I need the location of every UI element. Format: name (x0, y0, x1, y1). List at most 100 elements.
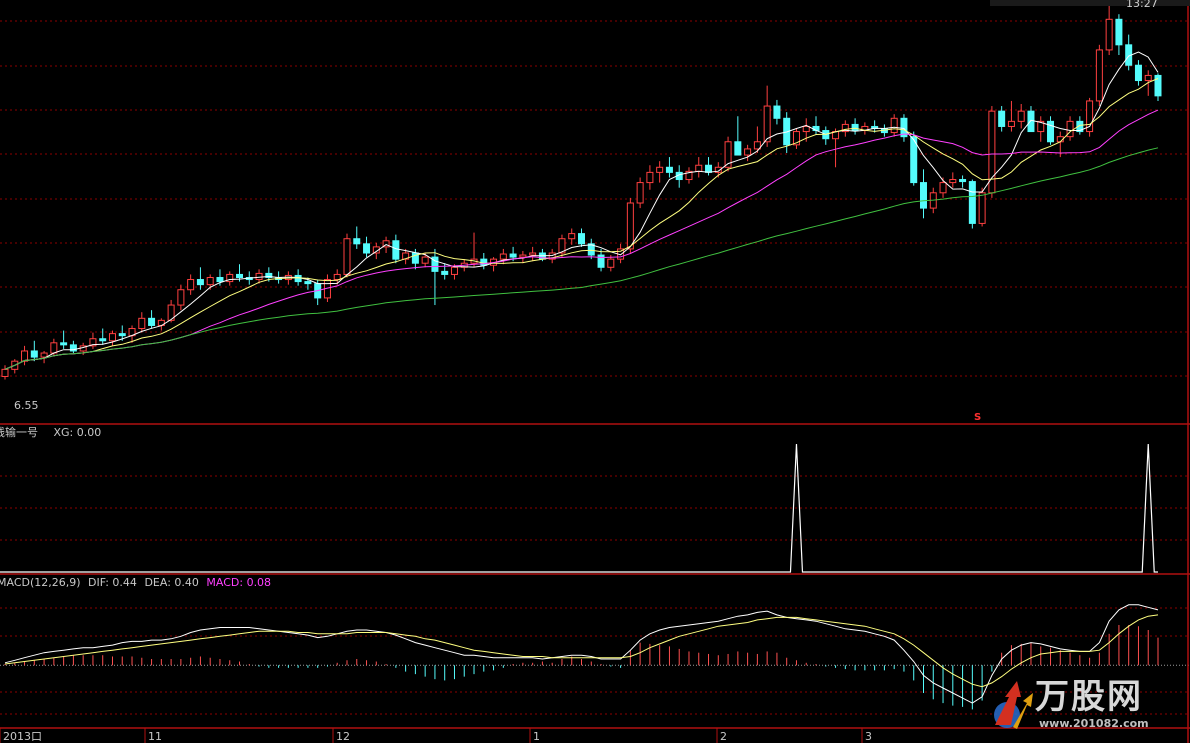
candle-112 (1095, 44, 1103, 107)
ma60-line (4, 147, 1159, 370)
candle-body (304, 281, 312, 285)
candle-body (763, 105, 771, 143)
candle-49 (480, 253, 488, 270)
candle-101 (988, 106, 996, 198)
candlestick-series[interactable] (1, 4, 1162, 380)
candle-18 (177, 284, 185, 311)
candle-109 (1066, 116, 1074, 141)
candle-body (1144, 74, 1152, 82)
candle-103 (1007, 100, 1015, 132)
candle-75 (734, 116, 742, 156)
macd-value: MACD: 0.08 (206, 576, 272, 589)
candle-98 (959, 175, 967, 188)
candle-body (695, 164, 703, 172)
candle-61 (597, 248, 605, 272)
x-label-5: 3 (865, 730, 872, 743)
dea-line (4, 614, 1159, 688)
moving-average-lines (4, 51, 1159, 370)
indicator-panel-title: 钱输一号 XG: 0.00 (0, 426, 101, 439)
candle-body (333, 273, 341, 281)
candle-body (1027, 110, 1035, 133)
candle-body (99, 338, 107, 342)
candle-71 (695, 157, 703, 178)
candle-body (744, 148, 752, 156)
candle-body (196, 279, 204, 286)
candle-body (372, 246, 380, 254)
candle-body (597, 254, 605, 268)
candle-9 (89, 332, 97, 349)
candle-36 (353, 226, 361, 249)
candle-57 (558, 234, 566, 258)
candle-53 (519, 250, 527, 264)
candle-0 (1, 365, 9, 380)
candle-body (607, 258, 615, 268)
candle-body (1017, 110, 1025, 122)
candle-94 (919, 169, 927, 219)
candle-102 (998, 106, 1006, 132)
candle-83 (812, 116, 820, 135)
macd-series (4, 604, 1159, 710)
xg-indicator-series (0, 443, 1158, 573)
candle-99 (968, 179, 976, 229)
candle-65 (636, 177, 644, 209)
candle-body (998, 110, 1006, 127)
candle-59 (578, 228, 585, 247)
candle-67 (656, 161, 664, 183)
x-label-1: 11 (148, 730, 162, 743)
candle-body (138, 317, 146, 330)
candle-body (108, 333, 116, 342)
candle-body (558, 238, 566, 254)
candle-body (529, 252, 537, 256)
candle-64 (626, 197, 634, 254)
dea-value: DEA: 0.40 (144, 576, 199, 589)
macd-panel-title: MACD(12,26,9) DIF: 0.44 DEA: 0.40 MACD: … (0, 576, 271, 589)
candle-58 (568, 228, 576, 245)
candle-body (900, 117, 908, 138)
candle-body (1154, 74, 1162, 97)
watermark-title: 万股网 (1035, 677, 1143, 717)
candle-body (626, 202, 634, 250)
candle-37 (363, 236, 371, 258)
candle-3 (30, 340, 38, 362)
candle-body (69, 344, 77, 352)
candle-body (206, 276, 214, 286)
candle-body (646, 171, 654, 184)
candle-body (939, 182, 947, 194)
candle-body (968, 181, 976, 224)
candle-104 (1017, 104, 1025, 129)
candle-35 (343, 233, 351, 278)
candle-111 (1086, 97, 1094, 137)
candle-20 (196, 267, 204, 290)
candle-body (148, 317, 156, 326)
candle-body (441, 270, 449, 275)
clock-label: 13:27 (1126, 0, 1158, 10)
watermark-logo-icon (994, 681, 1033, 729)
candle-body (1066, 120, 1074, 138)
candle-body (705, 164, 713, 173)
candle-body (1115, 18, 1123, 46)
candle-body (1, 368, 9, 377)
candle-body (1086, 100, 1094, 133)
candle-97 (949, 172, 957, 188)
candle-body (890, 117, 898, 134)
candle-body (50, 342, 58, 354)
candle-body (519, 254, 527, 258)
x-label-0: 2013口 (3, 730, 42, 743)
candle-body (753, 141, 761, 150)
candle-79 (773, 99, 781, 125)
signal-mark: S (974, 412, 982, 423)
x-label-3: 1 (533, 730, 540, 743)
candle-114 (1115, 14, 1123, 56)
x-label-4: 2 (720, 730, 727, 743)
candle-6 (60, 330, 68, 349)
price-low-label: 6.55 (14, 399, 39, 412)
candle-body (1076, 120, 1084, 133)
candle-69 (675, 165, 683, 188)
candle-23 (226, 271, 234, 286)
watermark: 万股网 www.201082.com (987, 677, 1162, 735)
candle-60 (587, 238, 595, 260)
candle-body (353, 238, 361, 245)
candle-body (343, 238, 351, 275)
candle-body (450, 266, 458, 275)
